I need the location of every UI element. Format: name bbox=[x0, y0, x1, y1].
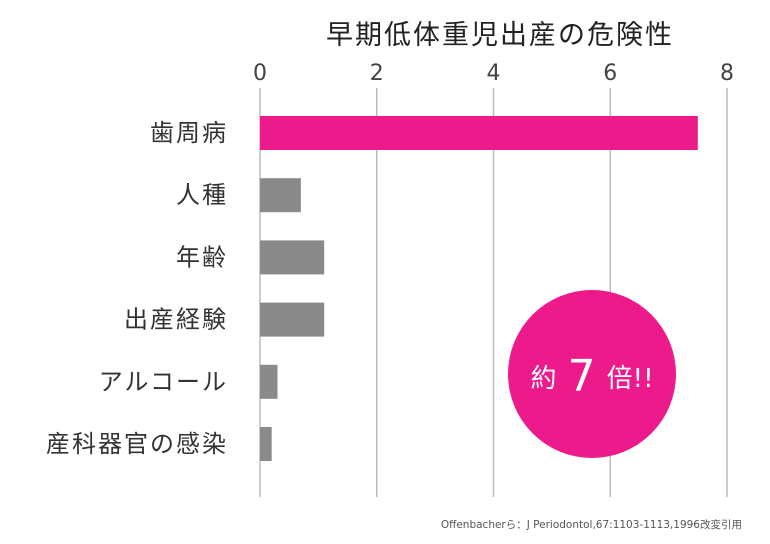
badge-number: 7 bbox=[568, 351, 596, 402]
badge-label: 約 7 倍!! bbox=[530, 351, 653, 402]
category-label: 年齢 bbox=[176, 243, 228, 271]
bar bbox=[260, 364, 278, 399]
x-tick-labels: 0 2 4 6 8 bbox=[253, 61, 734, 86]
badge-circle bbox=[508, 290, 676, 458]
category-label: 歯周病 bbox=[150, 119, 228, 147]
x-tick-label: 0 bbox=[253, 61, 267, 86]
bar bbox=[260, 302, 325, 337]
badge-suffix: 倍!! bbox=[607, 364, 654, 394]
x-tick-label: 4 bbox=[487, 61, 501, 86]
bars bbox=[260, 116, 698, 461]
source-citation: Offenbacherら：J Periodontol,67:1103-1113,… bbox=[441, 518, 742, 531]
x-tick-label: 2 bbox=[370, 61, 384, 86]
badge-prefix: 約 bbox=[530, 364, 556, 394]
bar bbox=[260, 178, 301, 213]
x-tick-label: 6 bbox=[603, 61, 617, 86]
chart-title: 早期低体重児出産の危険性 bbox=[326, 20, 674, 51]
category-label: 出産経験 bbox=[124, 306, 228, 334]
category-label: 人種 bbox=[176, 181, 228, 209]
category-label: アルコール bbox=[99, 368, 228, 396]
bar bbox=[260, 116, 698, 150]
bar bbox=[260, 240, 325, 275]
x-tick-label: 8 bbox=[720, 61, 734, 86]
multiplier-badge: 約 7 倍!! bbox=[508, 290, 676, 458]
category-label: 産科器官の感染 bbox=[46, 430, 228, 458]
bar bbox=[260, 427, 272, 461]
